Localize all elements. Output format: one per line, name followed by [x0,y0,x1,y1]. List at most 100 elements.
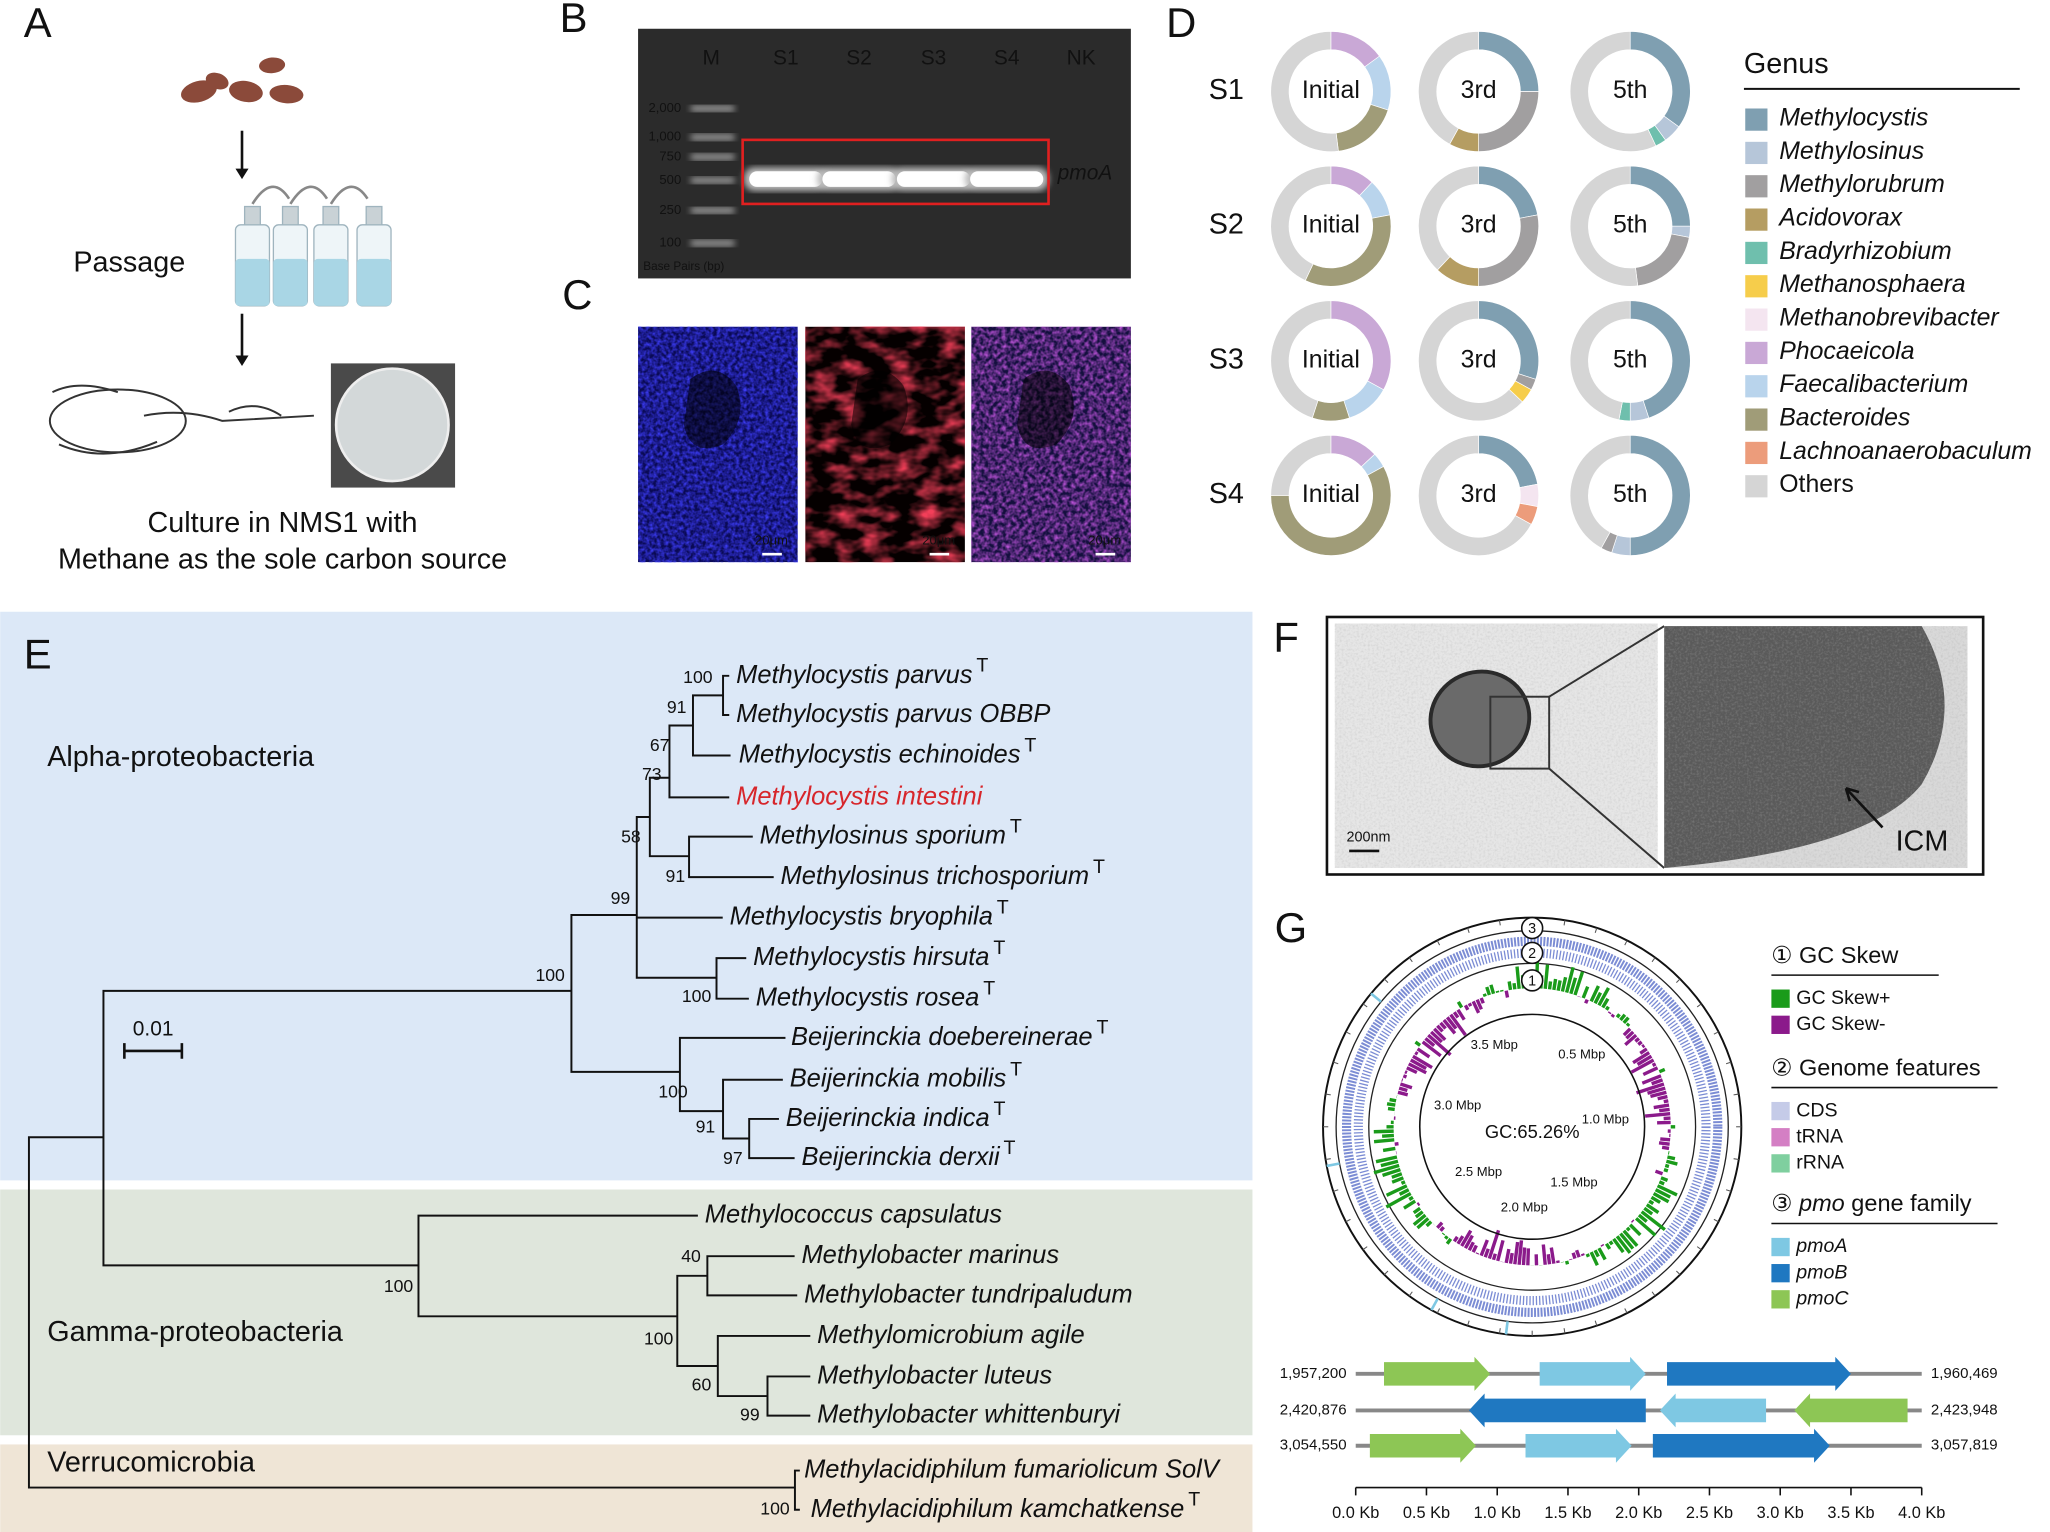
bootstrap: 60 [692,1374,712,1394]
taxon-name: Methylocystis bryophila [730,902,993,930]
legend-label: Others [1779,471,1854,498]
taxon: Methylacidiphilum kamchatkense T [811,1489,1201,1523]
gene-arrow [1794,1393,1908,1428]
bottle-cap [243,205,261,226]
kb-label: 3.0 Kb [1757,1504,1804,1522]
donut-label: Initial [1302,481,1360,508]
gene-arrow [1539,1356,1646,1391]
taxon: Beijerinckia indica T [786,1098,1006,1132]
donut-segment [1270,31,1339,152]
taxon: Methylocystis rosea T [756,978,996,1012]
legend-label: Lachnoanaerobaculum [1779,438,2032,465]
donut-segment [1629,300,1691,419]
type-strain-mark: T [1097,1017,1109,1039]
ladder-band [690,177,735,184]
bootstrap: 58 [621,827,641,847]
ring-marker-label: 2 [1528,946,1536,962]
panel-letter: E [24,631,52,678]
kb-label: 1.5 Kb [1544,1504,1591,1522]
ring-tick [1733,1158,1739,1161]
pmo-mark [1370,992,1382,1003]
legend-swatch [1745,241,1768,265]
taxon-name: Methylocystis echinoides [739,740,1021,768]
ladder-label: 500 [659,172,681,187]
caption: Culture in NMS1 with [148,507,418,539]
ring-tick [1467,1320,1470,1326]
legend-label: pmoB [1795,1261,1847,1283]
taxon: Methylocystis hirsuta T [753,937,1005,971]
ring-tick [1563,1328,1566,1334]
group-bg [0,611,1253,1181]
ring-marker-label: 1 [1528,973,1536,989]
zoom-lines [1548,625,1665,869]
locus-start: 1,957,200 [1280,1365,1347,1382]
ring-tick [1408,1291,1413,1297]
ring-label: 2.5 Mbp [1455,1164,1502,1179]
type-strain-mark: T [983,978,995,1000]
legend-swatch [1745,175,1768,198]
panel-letter: A [24,0,52,46]
bootstrap: 91 [666,866,686,886]
legend-label: Methanosphaera [1779,271,1965,298]
taxon-name: Methylacidiphilum kamchatkense [811,1495,1185,1523]
taxon: Beijerinckia derxii T [801,1137,1015,1171]
kb-label: 4.0 Kb [1898,1504,1945,1522]
legend-label: Acidovorax [1777,205,1903,232]
taxon-name: Methylocystis rosea [756,983,980,1011]
bottle-cap [365,205,383,226]
sample-label: S2 [1209,209,1244,241]
legend-swatch [1745,108,1768,131]
taxon: Methylobacter luteus [817,1361,1052,1389]
ring-cds [1341,936,1723,1317]
donut-label: 3rd [1461,212,1497,239]
ring-cds [1353,948,1711,1306]
legend-label: CDS [1796,1099,1837,1121]
taxon-name: Methylococcus capsulatus [705,1200,1003,1228]
legend-title: ② Genome features [1771,1054,1980,1080]
gene-arrow [1652,1428,1830,1463]
type-strain-mark: T [976,655,988,677]
type-strain-mark: T [994,1098,1006,1120]
cell [1428,669,1532,769]
donut-segment [1478,434,1539,488]
type-strain-mark: T [997,897,1009,919]
tree-branches [27,674,811,1511]
ring-tick [1345,1218,1351,1223]
step-label: Passage [73,247,185,279]
ring-marker [1520,941,1544,965]
ring-marker [1520,969,1544,992]
locus-start: 3,054,550 [1280,1437,1347,1454]
bottle-medium [313,258,348,306]
legend-label: Methylocystis [1779,105,1928,132]
ring-tick [1498,920,1501,926]
dark-region [851,370,908,449]
taxon-name: Methylosinus trichosporium [781,862,1090,890]
ring-tick [1696,1246,1702,1251]
lane-label: NK [1067,46,1096,69]
tem-zoom-texture [1664,626,1968,868]
kb-label: 0.5 Kb [1403,1504,1450,1522]
legend-swatch [1745,441,1768,465]
donut-segment [1478,165,1539,219]
group-label: Verrucomicrobia [47,1447,255,1479]
donut-label: 5th [1613,212,1648,239]
sample-label: S4 [1209,478,1244,510]
bootstrap: 97 [723,1148,743,1168]
donut-segment [1418,31,1479,145]
donut-label: 5th [1613,346,1648,373]
arrow-head [235,355,249,367]
ring-label: 1.0 Mbp [1582,1112,1629,1127]
donut-segment [1569,434,1631,549]
band [896,171,971,187]
band-label: pmoA [1057,161,1113,184]
donut-segment [1418,434,1532,556]
taxon: Methylosinus sporium T [760,816,1022,850]
sample-piece [269,84,304,104]
bootstrap: 100 [683,667,713,687]
donut-segment [1343,380,1385,419]
donut-segment [1270,466,1392,556]
bootstrap: 91 [667,697,687,717]
group-label: Alpha-proteobacteria [47,741,314,773]
taxon-name: Methylobacter luteus [817,1361,1052,1389]
